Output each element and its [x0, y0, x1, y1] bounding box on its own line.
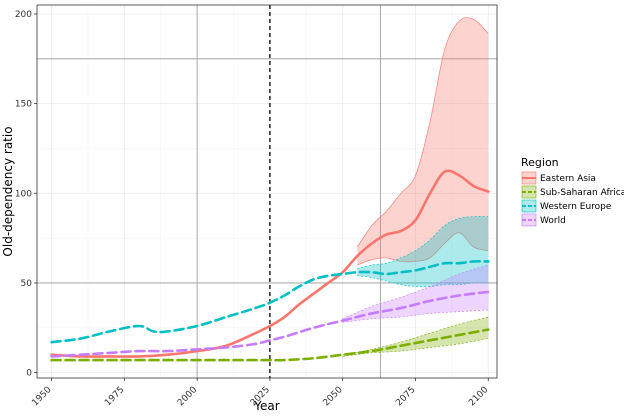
eastern-asia-band-lower-edge [357, 232, 489, 266]
legend-label-western-europe: Western Europe [540, 202, 612, 212]
legend-items: Eastern Asia Sub-Saharan Africa Western Eu… [521, 171, 624, 227]
y-tick-label: 100 [15, 189, 32, 199]
eastern-asia-confidence-band [357, 17, 489, 266]
legend: Region Eastern Asia Sub-Saharan Africa Wes… [521, 156, 624, 227]
legend-label-sub-saharan-africa: Sub-Saharan Africa [540, 188, 624, 198]
y-axis-title: Old-dependency ratio [1, 126, 15, 256]
legend-label-world: World [540, 216, 566, 226]
world-band-upper-edge [342, 264, 489, 320]
western-europe-series-line [50, 260, 490, 344]
world-confidence-band [342, 265, 489, 323]
sub-saharan-africa-confidence-band [342, 317, 489, 357]
y-tick-label: 50 [21, 279, 33, 289]
y-tick-label: 150 [15, 100, 32, 110]
reference-lines [37, 5, 497, 378]
eastern-asia-series-line [50, 169, 490, 358]
world-band-lower-edge [342, 309, 489, 323]
x-axis-title: Year [253, 399, 279, 413]
y-tick-label: 200 [15, 10, 32, 20]
sub-saharan-africa-band-lower-edge [342, 338, 489, 357]
plot-panel-border [36, 4, 498, 379]
legend-label-eastern-asia: Eastern Asia [540, 174, 596, 184]
world-series-line [50, 290, 490, 358]
western-europe-confidence-band [357, 216, 489, 287]
series-lines [50, 169, 490, 362]
confidence-bands [342, 17, 489, 357]
sub-saharan-africa-series-line [50, 328, 490, 362]
y-tick-label: 0 [26, 369, 32, 379]
legend-title: Region [521, 156, 559, 169]
eastern-asia-band-upper-edge [356, 17, 489, 248]
